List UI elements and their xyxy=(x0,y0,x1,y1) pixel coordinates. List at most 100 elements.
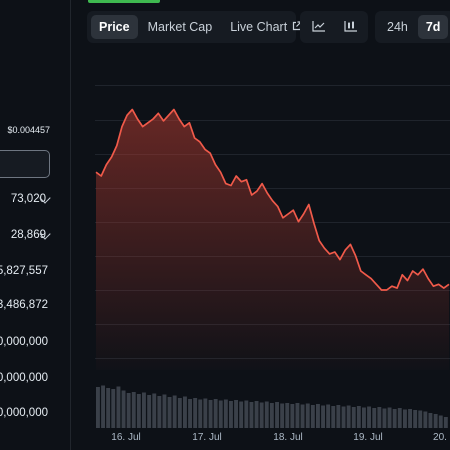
volume-bar xyxy=(96,387,100,428)
volume-bar xyxy=(259,402,264,428)
tab-market-cap[interactable]: Market Cap xyxy=(147,20,213,34)
chart-canvas xyxy=(95,108,450,428)
chart-type-toggle xyxy=(300,11,368,43)
volume-bar xyxy=(239,401,244,428)
grid-line xyxy=(95,188,450,189)
stat-row-value: 28,869 xyxy=(10,229,46,241)
volume-bar xyxy=(356,406,361,428)
amount-input-box[interactable] xyxy=(0,150,50,178)
time-range-tabs: 24h 7d xyxy=(375,11,450,43)
volume-bar xyxy=(331,406,336,428)
volume-bar xyxy=(316,404,320,428)
volume-bar xyxy=(203,398,208,428)
stat-row-value: 0,000,000 xyxy=(0,372,48,384)
stat-row-value: 0,000,000 xyxy=(0,336,48,348)
volume-bar xyxy=(147,395,152,428)
volume-bar xyxy=(408,409,412,428)
volume-bar xyxy=(229,401,233,428)
price-chart[interactable]: 16. Jul 17. Jul 18. Jul 19. Jul 20. xyxy=(95,0,450,450)
volume-bar xyxy=(305,403,310,428)
volume-bar xyxy=(244,400,249,428)
candlestick-icon xyxy=(344,20,358,35)
volume-bar xyxy=(121,390,126,428)
volume-bar xyxy=(367,406,371,428)
volume-bar xyxy=(172,395,177,428)
volume-bar xyxy=(126,393,131,428)
volume-bar xyxy=(106,388,111,428)
volume-bar xyxy=(280,403,285,428)
volume-bar xyxy=(290,404,295,428)
volume-bar xyxy=(387,407,392,428)
candlestick-chart-button[interactable] xyxy=(336,15,366,39)
volume-bar xyxy=(326,404,331,428)
volume-bar xyxy=(300,404,305,428)
volume-bar xyxy=(310,405,315,428)
volume-bar xyxy=(403,409,407,428)
volume-bar xyxy=(183,396,187,428)
volume-bar xyxy=(362,407,366,428)
volume-bar xyxy=(152,393,157,428)
volume-bar xyxy=(377,407,382,428)
volume-bar xyxy=(116,386,121,428)
volume-bar xyxy=(162,394,167,428)
volume-bar xyxy=(428,413,433,428)
x-tick-label: 17. Jul xyxy=(192,432,222,443)
data-type-tabs: Price Market Cap Live Chart xyxy=(87,11,302,43)
volume-bar xyxy=(346,405,351,428)
stat-row-value: 0,000,000 xyxy=(0,407,48,419)
volume-bar xyxy=(392,409,397,428)
volume-bar xyxy=(167,397,172,428)
grid-line xyxy=(95,120,450,121)
range-24h-button[interactable]: 24h xyxy=(387,20,408,34)
volume-bar xyxy=(254,401,259,428)
x-tick-label: 19. Jul xyxy=(353,432,383,443)
volume-bar xyxy=(157,396,162,428)
volume-bars xyxy=(96,385,448,428)
volume-bar xyxy=(218,400,223,428)
volume-bar xyxy=(372,408,377,428)
line-chart-button[interactable] xyxy=(304,15,334,39)
line-chart-icon xyxy=(312,20,326,35)
volume-bar xyxy=(321,405,325,428)
volume-bar xyxy=(397,408,402,428)
volume-bar xyxy=(351,407,356,428)
volume-bar xyxy=(269,403,274,428)
volume-bar xyxy=(423,411,428,428)
price-small-value: $0.004457 xyxy=(7,125,50,135)
stat-row-value: 5,827,557 xyxy=(0,265,48,277)
volume-bar xyxy=(413,410,418,428)
volume-bar xyxy=(418,410,423,428)
tab-price[interactable]: Price xyxy=(91,15,138,39)
volume-bar xyxy=(275,402,279,428)
x-tick-label: 18. Jul xyxy=(273,432,303,443)
volume-bar xyxy=(249,402,254,428)
panel-divider xyxy=(70,0,71,450)
x-tick-label: 20. xyxy=(433,432,447,443)
volume-bar xyxy=(264,401,269,428)
price-line xyxy=(95,108,450,291)
grid-line xyxy=(95,85,450,86)
range-7d-button[interactable]: 7d xyxy=(417,15,449,39)
grid-line xyxy=(95,154,450,155)
volume-bar xyxy=(433,414,438,428)
volume-bar xyxy=(213,399,218,428)
volume-bar xyxy=(111,389,116,428)
volume-bar xyxy=(208,400,213,428)
volume-bar xyxy=(177,398,182,428)
volume-bar xyxy=(198,399,203,428)
volume-bar xyxy=(142,392,146,428)
volume-bar xyxy=(438,415,443,428)
volume-bar xyxy=(131,392,136,428)
active-section-indicator xyxy=(88,0,160,3)
volume-bar xyxy=(443,417,448,428)
stat-row-value: 73,020 xyxy=(10,193,46,205)
volume-bar xyxy=(193,398,198,428)
volume-bar xyxy=(285,403,290,428)
volume-bar xyxy=(136,394,141,428)
volume-bar xyxy=(341,406,346,428)
stats-panel: $0.004457 73,020 28,869 5,827,557 3,486,… xyxy=(0,0,70,450)
stat-row-value: 3,486,872 xyxy=(0,299,48,311)
volume-bar xyxy=(382,408,387,428)
price-area-fill xyxy=(96,109,449,370)
volume-bar xyxy=(336,405,341,428)
